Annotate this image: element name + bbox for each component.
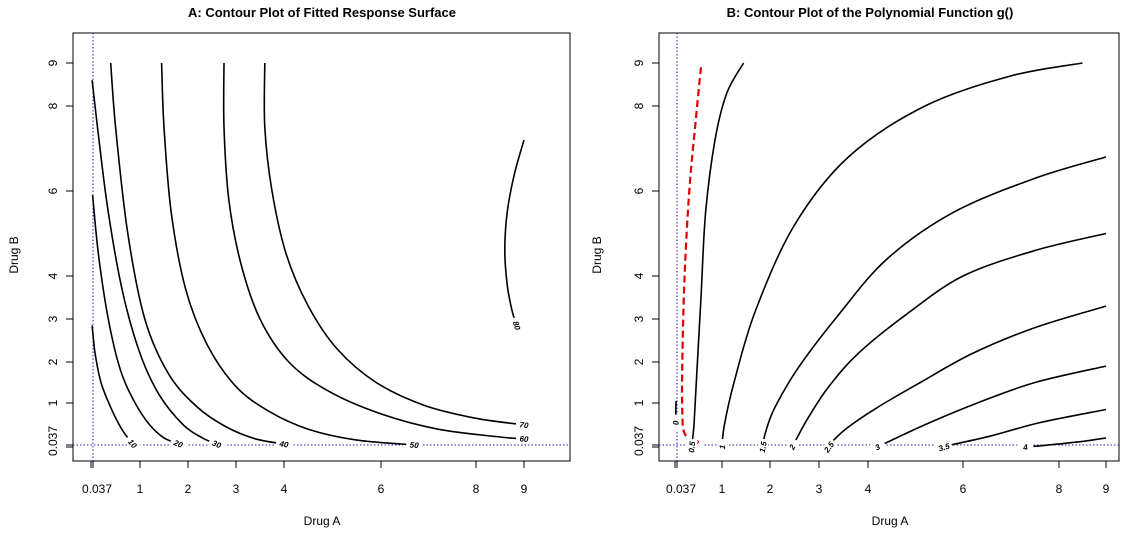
contour-label-bg: [670, 414, 682, 431]
x-tick-label: 8: [473, 482, 480, 496]
y-tick-label: 9: [46, 59, 60, 66]
x-axis-label: Drug A: [872, 514, 909, 528]
y-tick-label: 0.037: [46, 426, 60, 456]
x-tick-label: 4: [281, 482, 288, 496]
y-tick-label: 3: [46, 315, 60, 322]
y-tick-label: 8: [46, 102, 60, 109]
contour-label: 30: [211, 439, 223, 451]
contour-label-bg: [515, 433, 533, 445]
contour-label-bg: [1017, 441, 1034, 453]
contour-label: 60: [519, 434, 529, 444]
x-tick-label: 2: [767, 482, 774, 496]
x-tick-label: 9: [1103, 482, 1110, 496]
contour-label: 1.5: [758, 440, 769, 453]
y-tick-label: 2: [632, 358, 646, 365]
contour-label: 80: [511, 320, 522, 332]
panel-b: B: Contour Plot of the Polynomial Functi…: [590, 5, 1120, 528]
contour-label-bg: [509, 316, 524, 335]
y-tick-label: 6: [46, 187, 60, 194]
chart-title: A: Contour Plot of Fitted Response Surfa…: [188, 5, 456, 20]
contour-line: [1025, 437, 1107, 448]
panel-a: A: Contour Plot of Fitted Response Surfa…: [7, 5, 571, 528]
contour-label-bg: [123, 434, 142, 453]
contour-line: [828, 305, 1107, 448]
x-tick-label: 0.037: [666, 482, 696, 496]
x-axis-label: Drug A: [304, 514, 341, 528]
y-tick-label: 0.037: [632, 426, 646, 456]
y-axis-label: Drug B: [7, 236, 21, 273]
y-tick-label: 8: [632, 102, 646, 109]
y-tick-label: 9: [632, 59, 646, 66]
axis-ticks: 0.037 1 2 3 4 6 8 9 0.037 1 2 3 4 6 8 9: [632, 59, 1110, 496]
contour-line: [263, 62, 525, 426]
contour-label-bg: [716, 438, 728, 456]
contour-line: [91, 80, 218, 445]
contour-line: [721, 62, 1083, 448]
x-tick-label: 3: [816, 482, 823, 496]
contour-lines: 000.511.522.533.54: [659, 33, 1119, 461]
contour-label-bg: [515, 418, 533, 431]
x-tick-label: 6: [378, 482, 385, 496]
contour-line: [680, 67, 703, 444]
x-tick-label: 8: [1056, 482, 1063, 496]
chart-title: B: Contour Plot of the Polynomial Functi…: [727, 5, 1014, 20]
x-tick-label: 1: [137, 482, 144, 496]
contour-label: 4: [1022, 443, 1029, 452]
y-tick-label: 1: [46, 399, 60, 406]
y-tick-label: 2: [46, 358, 60, 365]
x-tick-label: 6: [960, 482, 967, 496]
axis-ticks: 0.037 1 2 3 4 6 8 9 0.037 1 2 3 4 6 8 9: [46, 59, 528, 496]
y-tick-label: 4: [632, 272, 646, 279]
x-tick-label: 2: [185, 482, 192, 496]
contour-line: [160, 62, 415, 446]
x-tick-label: 4: [865, 482, 872, 496]
contour-line: [503, 139, 525, 326]
contour-label: 1: [718, 444, 727, 450]
x-tick-label: 1: [719, 482, 726, 496]
y-tick-label: 4: [46, 272, 60, 279]
contour-label-bg: [207, 436, 227, 452]
y-axis-label: Drug B: [590, 236, 604, 273]
plot-frame: [658, 32, 1120, 462]
contour-line: [91, 195, 179, 445]
y-tick-label: 6: [632, 187, 646, 194]
contour-label: 50: [409, 441, 419, 451]
contour-line: [690, 62, 745, 448]
contour-label-bg: [783, 437, 801, 457]
contour-line: [762, 156, 1107, 448]
contour-label: 70: [519, 420, 530, 430]
contour-label: 3: [874, 442, 882, 452]
contour-line: [877, 365, 1107, 448]
x-tick-label: 9: [521, 482, 528, 496]
contour-line: [109, 62, 285, 445]
contour-label-bg: [169, 435, 188, 452]
contour-label-bg: [275, 437, 293, 451]
contour-label: 20: [171, 438, 184, 450]
contour-label-bg: [820, 437, 838, 457]
contour-label-bg: [685, 438, 698, 456]
contour-line: [791, 232, 1107, 448]
contour-label-bg: [868, 439, 887, 455]
x-tick-label: 3: [233, 482, 240, 496]
y-tick-label: 3: [632, 315, 646, 322]
contour-label: 2: [787, 443, 798, 453]
contour-label: 40: [278, 439, 290, 450]
x-tick-label: 0.037: [82, 482, 112, 496]
contour-label-bg: [756, 438, 770, 456]
contour-label-bg: [934, 440, 954, 454]
plot-frame: [72, 32, 571, 462]
contour-label: 0.5: [687, 441, 697, 454]
contour-label: 3.5: [938, 442, 952, 454]
y-tick-label: 1: [632, 399, 646, 406]
contour-line: [222, 62, 525, 440]
contour-label-bg: [405, 439, 423, 451]
contour-label: 0: [671, 420, 680, 425]
